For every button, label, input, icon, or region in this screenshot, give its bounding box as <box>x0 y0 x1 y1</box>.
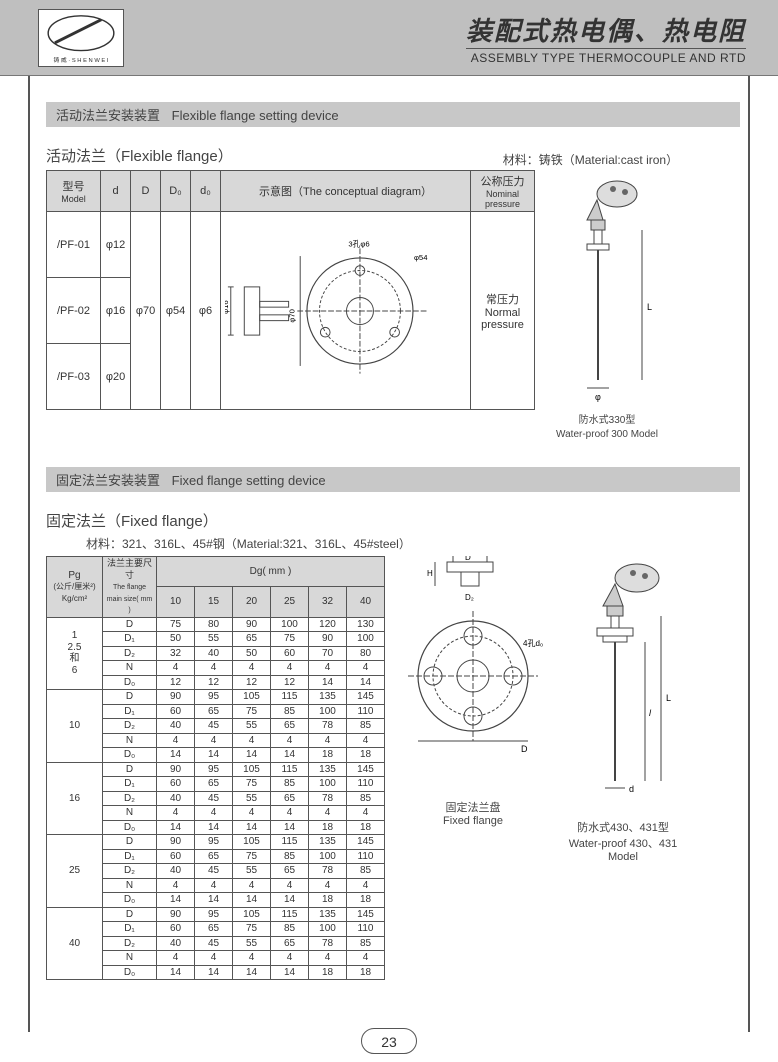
svg-text:3孔φ6: 3孔φ6 <box>348 239 369 248</box>
fig-flange-caption-cn: 固定法兰盘 <box>403 799 543 815</box>
flexible-flange-table: 型号Model d D D₀ d₀ 示意图（The conceptual dia… <box>46 170 535 410</box>
table-cell: φ16 <box>101 278 131 344</box>
fig-model-caption-en: Water-proof 430、431 Model <box>553 835 693 863</box>
table-cell: φ70 <box>131 212 161 410</box>
fig-caption-cn: 防水式330型 <box>547 415 667 427</box>
fixed-flange-table: Pg(公斤/厘米²)Kg/cm²法兰主要尺寸The flange main si… <box>46 556 385 980</box>
svg-text:D: D <box>521 744 528 754</box>
section1-material: 材料：铸铁（Material:cast iron） <box>503 151 678 168</box>
title-english: ASSEMBLY TYPE THERMOCOUPLE AND RTD <box>466 48 746 65</box>
section1-subtitle: 活动法兰（Flexible flange） <box>46 145 233 166</box>
svg-text:φ16: φ16 <box>225 300 230 314</box>
fig-model-caption-cn: 防水式430、431型 <box>553 819 693 835</box>
table-cell: φ54 <box>161 212 191 410</box>
section2-heading-en: Fixed flange setting device <box>172 473 326 488</box>
table-cell: φ12 <box>101 212 131 278</box>
table-cell: /PF-03 <box>47 344 101 410</box>
left-rule <box>28 76 30 1032</box>
svg-text:L: L <box>647 302 652 312</box>
right-rule <box>748 76 750 1032</box>
section1-heading-cn: 活动法兰安装装置 <box>56 108 160 123</box>
table-cell: φ6 <box>191 212 221 410</box>
figure-waterproof-300: L φ 防水式330型 Water-proof 300 Model <box>547 170 667 441</box>
pressure-cell: 常压力 Normal pressure <box>471 212 535 410</box>
table-cell: /PF-02 <box>47 278 101 344</box>
svg-text:4孔d₀: 4孔d₀ <box>523 639 543 648</box>
conceptual-diagram: φ16 3孔φ6 φ54 <box>221 212 471 410</box>
svg-text:d: d <box>629 784 634 794</box>
page-number: 23 <box>361 1028 417 1054</box>
svg-text:D: D <box>465 556 471 562</box>
figure-fixed-flange: D H 4孔d₀ D D₂ 固定法兰盘 Fixed flange <box>403 556 543 827</box>
table-cell: φ20 <box>101 344 131 410</box>
table-cell: /PF-01 <box>47 212 101 278</box>
fig-caption-en: Water-proof 300 Model <box>547 429 667 441</box>
section1-heading-en: Flexible flange setting device <box>172 108 339 123</box>
svg-text:D₂: D₂ <box>465 593 474 602</box>
section1-heading: 活动法兰安装装置 Flexible flange setting device <box>46 102 740 127</box>
svg-text:L: L <box>666 693 671 703</box>
fig-flange-caption-en: Fixed flange <box>403 815 543 827</box>
section2-material: 材料：321、316L、45#钢（Material:321、316L、45#st… <box>86 535 740 552</box>
svg-text:H: H <box>427 569 433 578</box>
section2-subtitle: 固定法兰（Fixed flange） <box>46 510 740 531</box>
svg-text:l: l <box>649 708 652 718</box>
svg-text:φ70: φ70 <box>287 309 296 323</box>
section2-heading: 固定法兰安装装置 Fixed flange setting device <box>46 467 740 492</box>
svg-text:铸 威 · S H E N W E I: 铸 威 · S H E N W E I <box>54 56 109 64</box>
svg-text:φ54: φ54 <box>414 252 428 261</box>
logo: 铸 威 · S H E N W E I <box>38 9 124 67</box>
figure-waterproof-430: L l d 防水式430、431型 Water-proof 430、431 Mo… <box>553 556 693 863</box>
section2-heading-cn: 固定法兰安装装置 <box>56 473 160 488</box>
page-title: 装配式热电偶、热电阻 ASSEMBLY TYPE THERMOCOUPLE AN… <box>466 11 750 65</box>
header-bar: 铸 威 · S H E N W E I 装配式热电偶、热电阻 ASSEMBLY … <box>0 0 778 76</box>
svg-text:φ: φ <box>595 392 601 402</box>
title-chinese: 装配式热电偶、热电阻 <box>466 11 746 48</box>
